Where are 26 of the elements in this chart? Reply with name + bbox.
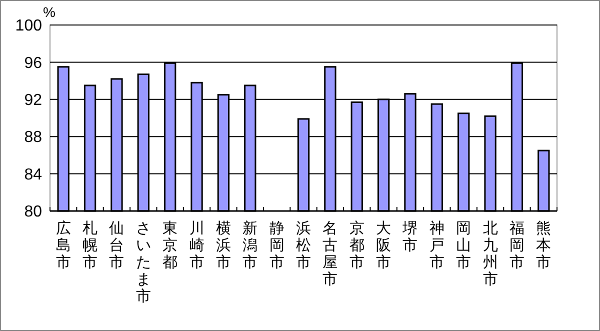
x-tick-label: 静岡市 xyxy=(269,220,284,271)
x-tick-label: 北九州市 xyxy=(482,220,498,288)
x-tick-label: 仙台市 xyxy=(109,220,124,271)
y-tick-label: 92 xyxy=(24,92,42,109)
x-tick-label: 広島市 xyxy=(56,220,71,271)
x-tick-label: 堺市 xyxy=(402,220,418,254)
x-tick-label: 神戸市 xyxy=(429,220,444,271)
y-axis-title: % xyxy=(43,4,56,20)
x-tick-label: 名古屋市 xyxy=(322,220,338,288)
x-tick-label: 京都市 xyxy=(349,220,364,271)
x-tick-label: 札幌市 xyxy=(82,220,98,271)
x-tick-label: 福岡市 xyxy=(509,220,524,271)
x-tick-label: 新潟市 xyxy=(242,220,258,271)
x-tick-label: さいたま市 xyxy=(136,220,151,305)
x-tick-label: 横浜市 xyxy=(216,220,231,271)
y-tick-label: 84 xyxy=(24,166,42,184)
x-tick-label: 岡山市 xyxy=(456,220,472,271)
x-tick-label: 浜松市 xyxy=(296,220,311,271)
x-tick-label: 東京都 xyxy=(162,220,178,271)
x-tick-label: 大阪市 xyxy=(376,220,392,271)
y-tick-label: 96 xyxy=(24,54,42,72)
x-tick-label: 川崎市 xyxy=(189,220,204,271)
y-tick-label: 88 xyxy=(24,129,42,146)
x-tick-label: 熊本市 xyxy=(536,220,552,271)
y-tick-label: 80 xyxy=(24,204,42,221)
y-tick-label: 100 xyxy=(15,18,42,35)
